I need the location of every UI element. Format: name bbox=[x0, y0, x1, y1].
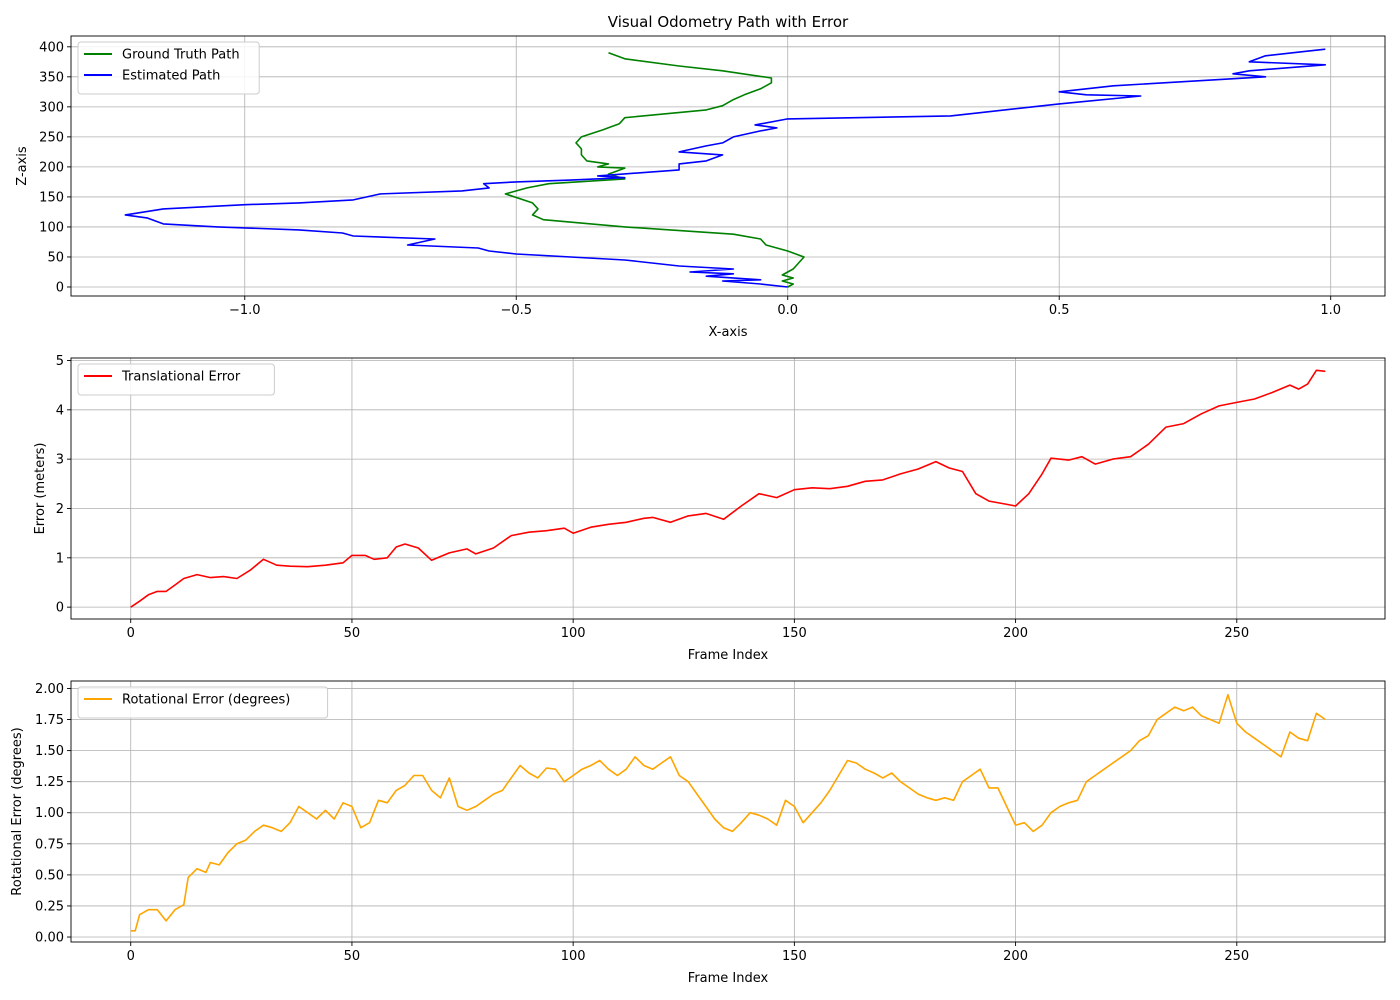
y-tick-label: 250 bbox=[39, 130, 64, 145]
x-tick-label: 1.0 bbox=[1320, 303, 1341, 318]
axes-frame bbox=[70, 35, 1386, 297]
y-tick-label: 1.75 bbox=[35, 713, 64, 728]
x-tick-label: 0 bbox=[127, 949, 135, 964]
x-tick-label: 0 bbox=[127, 626, 135, 641]
x-tick-label: −0.5 bbox=[500, 303, 532, 318]
legend: Rotational Error (degrees) bbox=[77, 686, 329, 719]
x-tick-label: −1.0 bbox=[229, 303, 261, 318]
legend-box bbox=[77, 363, 275, 396]
y-tick-label: 3 bbox=[56, 453, 64, 468]
y-tick-label: 350 bbox=[39, 70, 64, 85]
x-tick-label: 150 bbox=[782, 626, 807, 641]
x-tick-label: 100 bbox=[561, 949, 586, 964]
y-tick-label: 5 bbox=[56, 354, 64, 369]
y-tick-label: 1.00 bbox=[35, 806, 64, 821]
series-line-estimated-path bbox=[124, 48, 1327, 288]
y-tick-label: 1 bbox=[56, 551, 64, 566]
x-tick-label: 0.5 bbox=[1049, 303, 1070, 318]
y-tick-label: 1.25 bbox=[35, 775, 64, 790]
x-tick-label: 150 bbox=[782, 949, 807, 964]
y-axis-label: Z-axis bbox=[15, 146, 30, 186]
x-tick-label: 50 bbox=[344, 949, 361, 964]
chart-title: Visual Odometry Path with Error bbox=[608, 13, 849, 31]
y-tick-label: 150 bbox=[39, 190, 64, 205]
series-line-ground-truth-path bbox=[504, 52, 805, 288]
legend: Ground Truth Path Estimated Path bbox=[77, 41, 260, 95]
axes-frame bbox=[70, 680, 1386, 943]
y-tick-label: 0 bbox=[56, 280, 64, 295]
y-tick-label: 100 bbox=[39, 220, 64, 235]
x-tick-label: 250 bbox=[1224, 626, 1249, 641]
y-axis-label: Rotational Error (degrees) bbox=[10, 727, 25, 895]
x-tick-label: 100 bbox=[561, 626, 586, 641]
x-tick-label: 200 bbox=[1003, 626, 1028, 641]
y-tick-label: 0.75 bbox=[35, 837, 64, 852]
chart-panel-2: 0 50 100 150 200 250 0 1 2 3 4 5 Frame Index Error (m… bbox=[33, 354, 1386, 663]
y-tick-label: 200 bbox=[39, 160, 64, 175]
legend-box bbox=[77, 41, 260, 95]
y-tick-label: 0.50 bbox=[35, 868, 64, 883]
x-tick-label: 250 bbox=[1224, 949, 1249, 964]
y-tick-label: 2.00 bbox=[35, 682, 64, 697]
y-tick-label: 300 bbox=[39, 100, 64, 115]
legend-label: Estimated Path bbox=[122, 69, 220, 84]
y-tick-label: 0.25 bbox=[35, 899, 64, 914]
x-axis-label: Frame Index bbox=[688, 648, 769, 663]
y-tick-label: 0.00 bbox=[35, 931, 64, 946]
series-line-translational-error bbox=[130, 369, 1326, 608]
y-tick-label: 1.50 bbox=[35, 744, 64, 759]
y-tick-label: 0 bbox=[56, 601, 64, 616]
y-tick-label: 2 bbox=[56, 502, 64, 517]
y-axis-label: Error (meters) bbox=[33, 443, 48, 535]
legend-label: Rotational Error (degrees) bbox=[122, 693, 290, 708]
y-tick-label: 4 bbox=[56, 403, 64, 418]
series-line-rotational-error-degrees bbox=[130, 693, 1326, 932]
x-tick-label: 0.0 bbox=[777, 303, 798, 318]
chart-panel-3: 0 50 100 150 200 250 0.00 0.25 0.50 0.75 1.00 1.25 1… bbox=[10, 680, 1386, 986]
y-tick-label: 50 bbox=[47, 250, 64, 265]
chart-panel-1: −1.0 −0.5 0.0 0.5 1.0 0 50 100 150 200 250 300 350 40… bbox=[15, 35, 1386, 340]
legend-box bbox=[77, 686, 329, 719]
legend: Translational Error bbox=[77, 363, 275, 396]
y-tick-label: 400 bbox=[39, 40, 64, 55]
x-axis-label: X-axis bbox=[709, 325, 748, 340]
legend-label: Ground Truth Path bbox=[122, 48, 240, 63]
x-tick-label: 200 bbox=[1003, 949, 1028, 964]
legend-label: Translational Error bbox=[121, 370, 241, 385]
x-axis-label: Frame Index bbox=[688, 971, 769, 986]
x-tick-label: 50 bbox=[344, 626, 361, 641]
axes-frame bbox=[70, 357, 1386, 620]
